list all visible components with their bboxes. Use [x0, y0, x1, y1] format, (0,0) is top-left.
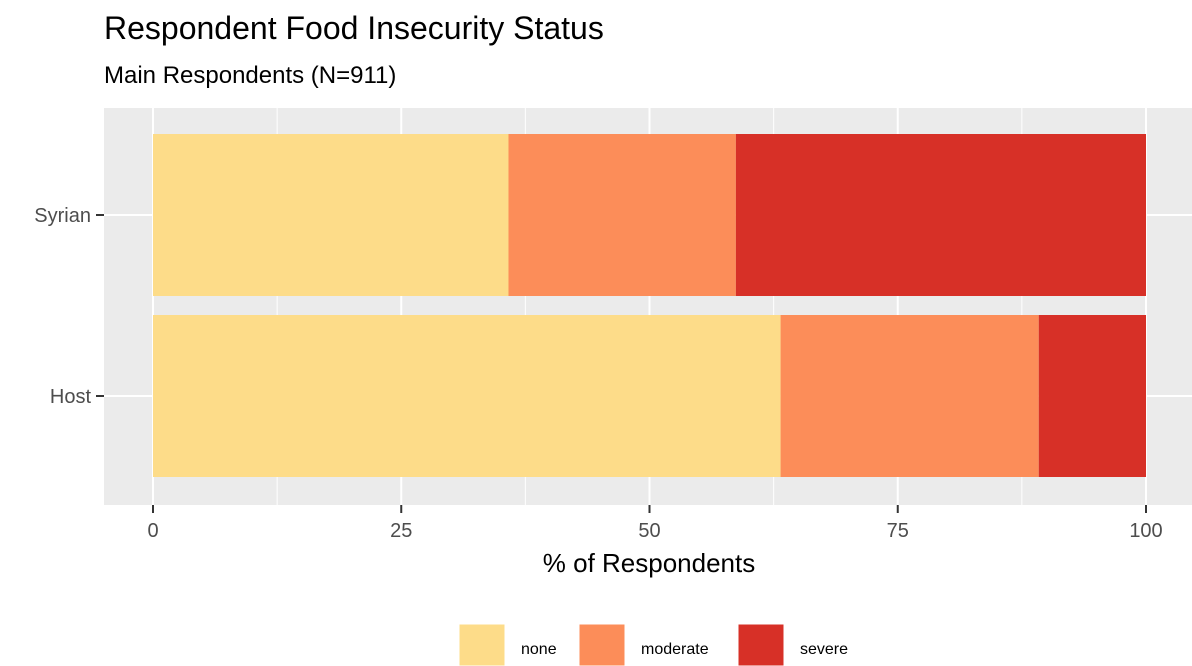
x-axis: 0 25 50 75 100 — [147, 505, 1163, 542]
x-tick-label: 100 — [1129, 520, 1162, 542]
legend: none moderate severe — [458, 623, 848, 666]
bar-syrian-none — [153, 134, 509, 296]
bar-host-none — [153, 315, 781, 477]
legend-key-none — [458, 623, 506, 666]
legend-label-moderate: moderate — [641, 641, 709, 658]
y-axis: Syrian Host — [34, 205, 104, 408]
bar-host-moderate — [780, 315, 1039, 477]
y-tick-label: Host — [50, 386, 92, 408]
x-tick-label: 75 — [887, 520, 909, 542]
chart-title: Respondent Food Insecurity Status — [104, 10, 604, 46]
legend-key-moderate — [578, 623, 626, 666]
bar-syrian-moderate — [508, 134, 736, 296]
legend-label-severe: severe — [800, 641, 848, 658]
legend-key-severe — [737, 623, 785, 666]
x-tick-label: 25 — [390, 520, 412, 542]
chart-subtitle: Main Respondents (N=911) — [104, 62, 397, 89]
x-tick-label: 50 — [638, 520, 660, 542]
bars — [153, 134, 1146, 477]
bar-host-severe — [1038, 315, 1146, 477]
x-axis-title: % of Respondents — [543, 548, 755, 578]
bar-syrian-severe — [735, 134, 1146, 296]
x-tick-label: 0 — [147, 520, 158, 542]
legend-label-none: none — [521, 641, 557, 658]
y-tick-label: Syrian — [34, 205, 91, 227]
